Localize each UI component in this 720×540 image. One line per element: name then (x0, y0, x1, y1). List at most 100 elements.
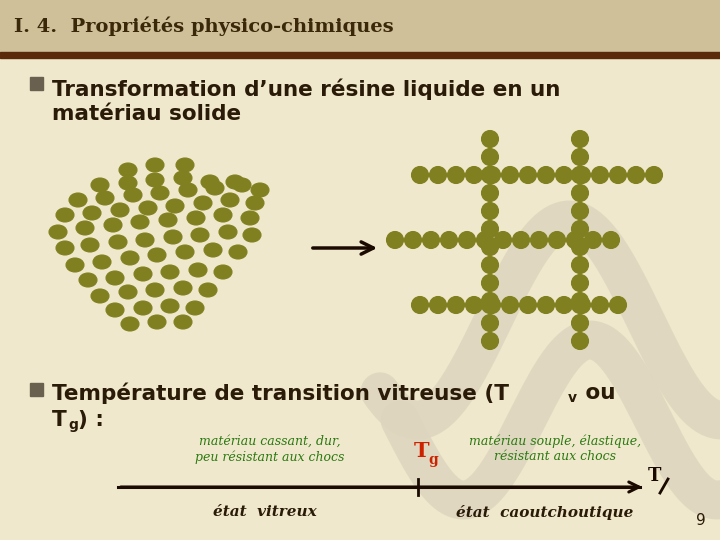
Ellipse shape (572, 220, 588, 238)
Ellipse shape (482, 202, 498, 219)
Ellipse shape (572, 256, 588, 273)
Ellipse shape (93, 255, 111, 269)
Ellipse shape (482, 220, 498, 238)
Ellipse shape (466, 296, 482, 314)
Ellipse shape (131, 215, 149, 229)
Ellipse shape (482, 314, 498, 332)
Text: T: T (52, 410, 67, 430)
Ellipse shape (191, 228, 209, 242)
Ellipse shape (139, 201, 157, 215)
Ellipse shape (246, 196, 264, 210)
Ellipse shape (241, 211, 259, 225)
Bar (30, 77, 43, 90)
Ellipse shape (556, 296, 572, 314)
Ellipse shape (572, 296, 588, 314)
Ellipse shape (91, 289, 109, 303)
Ellipse shape (572, 185, 588, 201)
Ellipse shape (69, 193, 87, 207)
Ellipse shape (189, 263, 207, 277)
Ellipse shape (146, 283, 164, 297)
Ellipse shape (56, 208, 74, 222)
Ellipse shape (204, 243, 222, 257)
Ellipse shape (187, 211, 205, 225)
Ellipse shape (448, 166, 464, 184)
Ellipse shape (482, 166, 498, 184)
Ellipse shape (572, 239, 588, 255)
Ellipse shape (119, 163, 137, 177)
Ellipse shape (106, 303, 124, 317)
Ellipse shape (466, 166, 482, 184)
Ellipse shape (199, 283, 217, 297)
Ellipse shape (134, 267, 152, 281)
Ellipse shape (148, 315, 166, 329)
Text: matériau souple, élastique,: matériau souple, élastique, (469, 435, 641, 449)
Ellipse shape (148, 248, 166, 262)
Ellipse shape (243, 228, 261, 242)
Ellipse shape (214, 208, 232, 222)
Ellipse shape (646, 166, 662, 184)
Ellipse shape (166, 199, 184, 213)
Ellipse shape (482, 293, 498, 309)
Ellipse shape (482, 166, 498, 184)
Ellipse shape (549, 232, 565, 248)
Ellipse shape (111, 203, 129, 217)
Ellipse shape (206, 181, 224, 195)
Ellipse shape (219, 225, 237, 239)
Ellipse shape (201, 175, 219, 189)
Ellipse shape (412, 296, 428, 314)
Text: résistant aux chocs: résistant aux chocs (494, 450, 616, 463)
Ellipse shape (538, 166, 554, 184)
Text: v: v (568, 391, 577, 405)
Ellipse shape (233, 178, 251, 192)
Ellipse shape (121, 251, 139, 265)
Text: I. 4.  Propriétés physico-chimiques: I. 4. Propriétés physico-chimiques (14, 16, 394, 36)
Text: ) :: ) : (78, 410, 104, 430)
Ellipse shape (592, 166, 608, 184)
Ellipse shape (66, 258, 84, 272)
Ellipse shape (430, 166, 446, 184)
Ellipse shape (174, 315, 192, 329)
Ellipse shape (179, 183, 197, 197)
Ellipse shape (572, 131, 588, 147)
Ellipse shape (83, 206, 101, 220)
Ellipse shape (134, 301, 152, 315)
Ellipse shape (186, 301, 204, 315)
Ellipse shape (121, 317, 139, 331)
Ellipse shape (502, 166, 518, 184)
Ellipse shape (567, 232, 583, 248)
Ellipse shape (482, 239, 498, 255)
Ellipse shape (430, 296, 446, 314)
Ellipse shape (49, 225, 67, 239)
Ellipse shape (538, 296, 554, 314)
Ellipse shape (477, 232, 493, 248)
Ellipse shape (495, 232, 511, 248)
Ellipse shape (104, 218, 122, 232)
Ellipse shape (146, 158, 164, 172)
Bar (0, 52, 720, 58)
Ellipse shape (106, 271, 124, 285)
Ellipse shape (520, 166, 536, 184)
Ellipse shape (176, 158, 194, 172)
Text: Transformation d’une résine liquide en un: Transformation d’une résine liquide en u… (52, 78, 560, 99)
Ellipse shape (174, 171, 192, 185)
Text: état  vitreux: état vitreux (213, 505, 317, 519)
Ellipse shape (556, 166, 572, 184)
Ellipse shape (572, 166, 588, 184)
Ellipse shape (56, 241, 74, 255)
Text: matériau solide: matériau solide (52, 104, 241, 124)
Ellipse shape (194, 196, 212, 210)
Ellipse shape (151, 186, 169, 200)
Ellipse shape (484, 166, 500, 184)
Ellipse shape (482, 185, 498, 201)
Ellipse shape (119, 176, 137, 190)
Ellipse shape (226, 175, 244, 189)
Ellipse shape (174, 281, 192, 295)
Ellipse shape (91, 178, 109, 192)
Text: peu résistant aux chocs: peu résistant aux chocs (195, 450, 345, 463)
Ellipse shape (572, 202, 588, 219)
Ellipse shape (448, 296, 464, 314)
Ellipse shape (482, 131, 498, 147)
Ellipse shape (229, 245, 247, 259)
Ellipse shape (574, 166, 590, 184)
Text: g: g (68, 418, 78, 432)
